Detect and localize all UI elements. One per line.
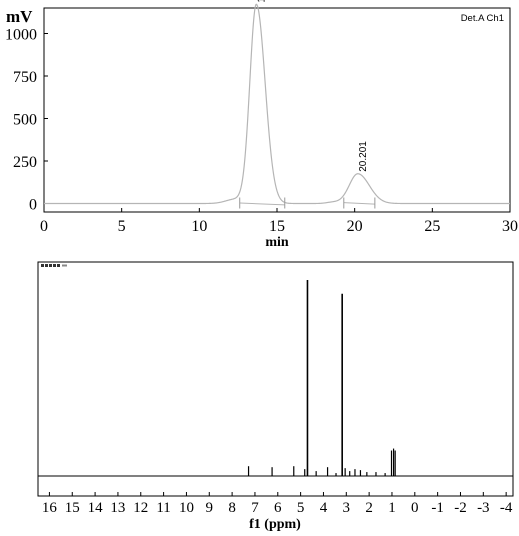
hplc-y-axis-label: mV <box>6 7 33 26</box>
hplc-x-tick-label: 15 <box>269 218 285 235</box>
hplc-peak-label: 20.201 <box>358 141 369 172</box>
nmr-corner-glyph <box>41 264 67 267</box>
hplc-y-tick-label: 750 <box>13 69 37 86</box>
nmr-x-axis-label: f1 (ppm) <box>249 517 301 532</box>
nmr-x-tick-label: 16 <box>42 500 58 516</box>
nmr-x-tick-label: 5 <box>297 500 305 516</box>
nmr-x-tick-label: 11 <box>156 500 170 516</box>
nmr-x-tick-label: -4 <box>500 500 513 516</box>
hplc-x-tick-label: 5 <box>118 218 126 235</box>
hplc-integration-baseline <box>343 202 375 205</box>
hplc-y-ticks: 0 250 500 750 1000 <box>5 27 48 214</box>
nmr-x-tick-label: -1 <box>431 500 444 516</box>
hplc-integration-baseline <box>239 202 285 206</box>
hplc-chart: mV Det.A Ch1 min 0 250 500 750 1000 0 5 10 15 20… <box>5 0 518 250</box>
hplc-y-tick-label: 0 <box>29 197 37 214</box>
hplc-y-tick-label: 1000 <box>5 27 37 44</box>
nmr-x-tick-label: 3 <box>343 500 351 516</box>
hplc-x-tick-label: 20 <box>347 218 363 235</box>
nmr-x-tick-label: 2 <box>365 500 373 516</box>
hplc-baseline-group <box>239 202 375 206</box>
hplc-plot-frame <box>43 7 511 213</box>
nmr-x-tick-label: 6 <box>274 500 282 516</box>
hplc-peak-labels: 13.670 20.201 <box>256 0 368 172</box>
nmr-x-tick-label: 12 <box>133 500 148 516</box>
nmr-x-tick-label: -3 <box>477 500 490 516</box>
hplc-x-ticks: 0 5 10 15 20 25 30 <box>40 208 518 235</box>
nmr-chart: 16 15 14 13 12 11 10 9 8 7 6 5 4 3 2 1 0 -1 -2 -3 -4 f1 (ppm… <box>37 261 514 532</box>
nmr-x-tick-label: 9 <box>206 500 214 516</box>
hplc-x-tick-label: 30 <box>502 218 518 235</box>
hplc-x-tick-label: 0 <box>40 218 48 235</box>
hplc-peak-label: 13.670 <box>256 0 267 3</box>
hplc-y-tick-label: 500 <box>13 112 37 129</box>
nmr-x-tick-label: 13 <box>110 500 125 516</box>
nmr-x-tick-label: 10 <box>179 500 194 516</box>
nmr-x-tick-label: 1 <box>388 500 396 516</box>
hplc-y-tick-label: 250 <box>13 154 37 171</box>
nmr-x-tick-label: 0 <box>411 500 419 516</box>
nmr-x-tick-label: 8 <box>228 500 236 516</box>
hplc-integration-marks <box>239 197 376 209</box>
nmr-x-tick-label: 7 <box>251 500 259 516</box>
nmr-peak-lines <box>247 280 396 476</box>
hplc-channel-label: Det.A Ch1 <box>461 13 504 24</box>
nmr-x-tick-label: 15 <box>65 500 80 516</box>
hplc-x-tick-label: 25 <box>424 218 440 235</box>
nmr-x-ticks: 16 15 14 13 12 11 10 9 8 7 6 5 4 3 2 1 0 -1 -2 -3 -4 <box>42 492 513 516</box>
nmr-x-tick-label: 14 <box>88 500 104 516</box>
nmr-plot-frame <box>37 261 514 497</box>
hplc-x-axis-label: min <box>265 235 289 250</box>
hplc-x-tick-label: 10 <box>191 218 207 235</box>
nmr-x-tick-label: -2 <box>454 500 467 516</box>
hplc-trace-line <box>44 3 510 205</box>
nmr-x-tick-label: 4 <box>320 500 328 516</box>
